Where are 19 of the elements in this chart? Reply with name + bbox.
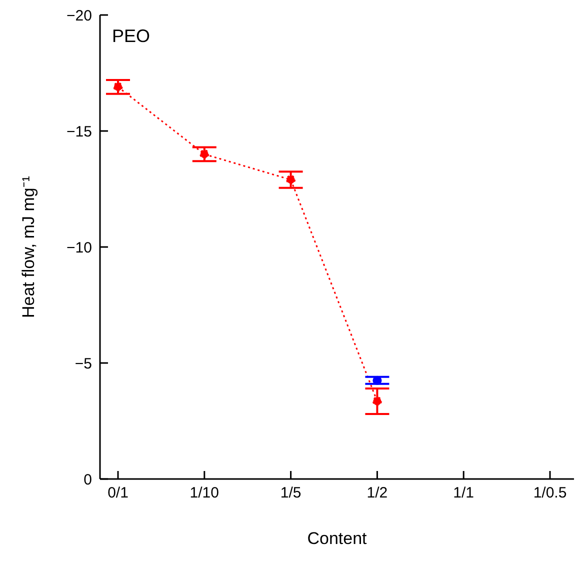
x-tick-label: 1/0.5 bbox=[533, 484, 567, 502]
x-tick-label: 1/10 bbox=[190, 484, 219, 502]
point bbox=[286, 174, 296, 184]
y-tick-label: −5 bbox=[74, 355, 92, 372]
x-axis-title: Content bbox=[307, 529, 368, 548]
point bbox=[113, 82, 123, 92]
point bbox=[372, 396, 382, 406]
y-tick-label: −15 bbox=[66, 123, 92, 140]
y-axis-title: Heat flow, mJ mg⁻¹ bbox=[19, 176, 38, 318]
point bbox=[200, 149, 210, 159]
point bbox=[372, 376, 382, 385]
x-tick-label: 1/1 bbox=[453, 484, 474, 502]
annotation: PEO bbox=[112, 26, 150, 47]
x-tick-label: 1/2 bbox=[366, 484, 388, 502]
y-tick-label: 0 bbox=[84, 471, 92, 488]
y-tick-label: −20 bbox=[66, 7, 92, 24]
x-tick-label: 1/5 bbox=[280, 484, 302, 502]
x-tick-label: 0/1 bbox=[108, 484, 128, 502]
y-tick-label: −10 bbox=[66, 239, 92, 256]
